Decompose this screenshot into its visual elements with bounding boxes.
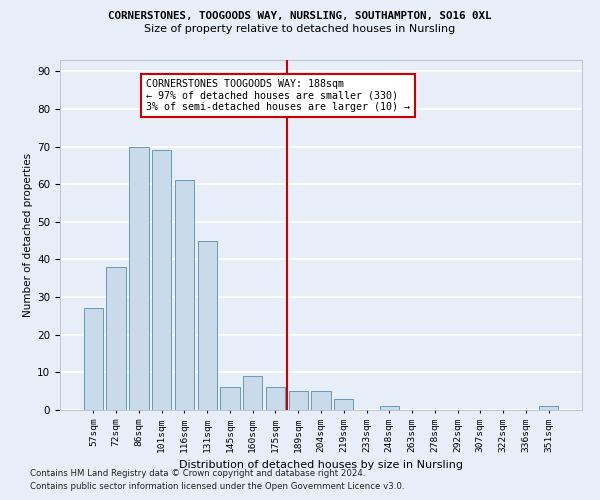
Bar: [197, 240, 217, 410]
Text: Contains public sector information licensed under the Open Government Licence v3: Contains public sector information licen…: [30, 482, 404, 491]
Bar: [334, 398, 353, 410]
Bar: [129, 146, 149, 410]
X-axis label: Distribution of detached houses by size in Nursling: Distribution of detached houses by size …: [179, 460, 463, 470]
Y-axis label: Number of detached properties: Number of detached properties: [23, 153, 33, 317]
Text: CORNERSTONES, TOOGOODS WAY, NURSLING, SOUTHAMPTON, SO16 0XL: CORNERSTONES, TOOGOODS WAY, NURSLING, SO…: [108, 11, 492, 21]
Bar: [220, 388, 239, 410]
Bar: [243, 376, 262, 410]
Bar: [84, 308, 103, 410]
Text: CORNERSTONES TOOGOODS WAY: 188sqm
← 97% of detached houses are smaller (330)
3% : CORNERSTONES TOOGOODS WAY: 188sqm ← 97% …: [146, 79, 410, 112]
Bar: [152, 150, 172, 410]
Bar: [539, 406, 558, 410]
Bar: [175, 180, 194, 410]
Bar: [380, 406, 399, 410]
Text: Size of property relative to detached houses in Nursling: Size of property relative to detached ho…: [145, 24, 455, 34]
Bar: [106, 267, 126, 410]
Bar: [289, 391, 308, 410]
Bar: [266, 388, 285, 410]
Bar: [311, 391, 331, 410]
Text: Contains HM Land Registry data © Crown copyright and database right 2024.: Contains HM Land Registry data © Crown c…: [30, 468, 365, 477]
